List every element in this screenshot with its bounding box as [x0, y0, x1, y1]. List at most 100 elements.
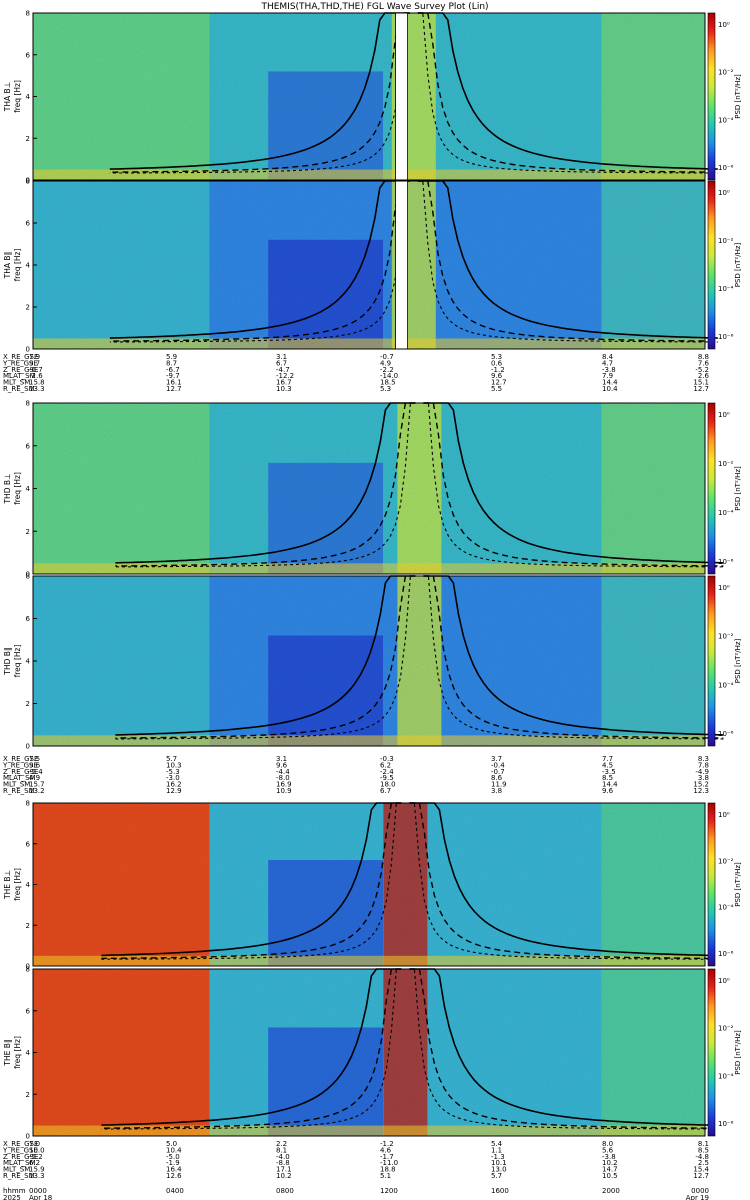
- spectrogram: [33, 576, 705, 746]
- fce-curve-right: [423, 402, 724, 568]
- colorbar-tick-label: 10⁻²: [718, 1025, 734, 1033]
- orbit-value: 12.7: [166, 385, 182, 393]
- orbit-value: 3.1: [276, 755, 287, 763]
- panel-thd_bl: 0 2 4 6 8 THD B⊥ freq [Hz] 10⁰ 10⁻² 10⁻⁴ 10⁻⁶ PSD […: [3, 400, 742, 579]
- orbit-value: -1.2: [491, 366, 505, 374]
- orbit-value: 16.4: [166, 1166, 182, 1174]
- orbit-value: -8.8: [276, 1159, 290, 1167]
- y-tick-label: 8: [26, 10, 30, 18]
- fce-curve-left: [115, 402, 416, 564]
- orbit-row-label: MLAT_SM: [3, 1159, 36, 1167]
- colorbar: [707, 402, 716, 575]
- orbit-value: 7.9: [29, 353, 40, 361]
- fce-curve-left: [109, 180, 410, 339]
- date-label: Apr 19: [686, 1194, 709, 1200]
- orbit-value: 8.5: [602, 774, 613, 782]
- orbit-value: -4.7: [276, 366, 290, 374]
- colorbar-label: PSD [nT²/Hz]: [734, 862, 742, 907]
- fce-curve-left: [109, 180, 410, 343]
- colorbar-tick-label: 10⁻²: [718, 237, 734, 245]
- orbit-value: 15.8: [29, 379, 45, 387]
- orbit-row-label: Y_RE_GSE: [2, 359, 38, 367]
- y-tick-label: 0: [26, 743, 30, 751]
- orbit-value: 9.6: [602, 787, 614, 795]
- orbit-value: -6.7: [29, 366, 43, 374]
- spectrogram-core: [383, 969, 428, 1136]
- colorbar: [707, 802, 716, 967]
- orbit-value: -5.4: [29, 768, 43, 776]
- orbit-value: -9.7: [166, 372, 180, 380]
- y-tick-label: 4: [26, 262, 31, 270]
- fce-curve-right: [417, 12, 718, 174]
- y-tick-label: 2: [26, 1091, 30, 1099]
- colorbar-tick-label: 10⁻⁶: [718, 164, 734, 172]
- colorbar: [707, 575, 716, 747]
- orbit-value: 2.5: [698, 1159, 709, 1167]
- y-tick-label: 4: [26, 93, 31, 101]
- colorbar-tick-label: 10⁻⁴: [718, 1072, 734, 1080]
- orbit-value: 15.1: [693, 379, 709, 387]
- colorbar: [707, 180, 716, 350]
- orbit-value: -0.7: [380, 353, 394, 361]
- orbit-value: 8.8: [698, 353, 709, 361]
- y-tick-label: 0: [26, 1133, 30, 1141]
- colorbar-label: PSD [nT²/Hz]: [734, 638, 742, 683]
- orbit-value: 14.7: [602, 1166, 618, 1174]
- orbit-value: 4.9: [380, 359, 391, 367]
- fce-curve-left: [115, 402, 416, 567]
- colorbar-tick-label: 10⁻⁴: [718, 116, 734, 124]
- panel-tha_bl: 0 2 4 6 8 THA B⊥ freq [Hz] 10⁰ 10⁻² 10⁻⁴ 10⁻⁶ PSD […: [3, 10, 742, 185]
- orbit-value: 16.9: [276, 781, 292, 789]
- fce-curve-right: [409, 802, 710, 960]
- fce-curve-left: [101, 968, 402, 1129]
- orbit-value: 9.6: [29, 761, 41, 769]
- panel-ysublabel: freq [Hz]: [13, 80, 22, 113]
- orbit-value: -5.2: [695, 366, 709, 374]
- y-tick-label: 6: [26, 615, 31, 623]
- orbit-value: 15.4: [693, 1166, 709, 1174]
- orbit-value: -4.8: [695, 1153, 709, 1161]
- orbit-value: -3.0: [166, 774, 180, 782]
- orbit-value: 7.6: [698, 359, 710, 367]
- orbit-row-label: Z_RE_GSE: [3, 1153, 38, 1161]
- orbit-value: 4.9: [29, 774, 40, 782]
- panel-ylabel: THA B⊥: [3, 82, 12, 112]
- orbit-value: -9.5: [380, 774, 394, 782]
- orbit-value: 6.2: [29, 1159, 40, 1167]
- colorbar-tick-label: 10⁰: [718, 189, 730, 197]
- colorbar-tick-label: 10⁻⁴: [718, 285, 734, 293]
- orbit-value: 16.7: [276, 379, 292, 387]
- orbit-value: 13.0: [491, 1166, 507, 1174]
- figure-title: THEMIS(THA,THD,THE) FGL Wave Survey Plot…: [260, 2, 488, 12]
- orbit-value: 9.7: [29, 359, 40, 367]
- orbit-value: 12.7: [491, 379, 507, 387]
- orbit-value: 12.9: [166, 787, 182, 795]
- orbit-value: -2.2: [380, 366, 394, 374]
- panel-ysublabel: freq [Hz]: [13, 472, 22, 505]
- time-tick-label: 0800: [276, 1187, 294, 1195]
- orbit-value: -5.2: [29, 1153, 43, 1161]
- data-gap: [395, 180, 409, 350]
- orbit-value: -3.8: [602, 1153, 616, 1161]
- y-tick-label: 4: [26, 881, 31, 889]
- orbit-row-label: R_RE_SM: [3, 1172, 35, 1180]
- panel-ysublabel: freq [Hz]: [13, 868, 22, 901]
- colorbar-tick-label: 10⁰: [718, 977, 730, 985]
- orbit-row-label: Y_RE_GSE: [2, 761, 38, 769]
- colorbar-tick-label: 10⁻²: [718, 633, 734, 641]
- orbit-value: 8.0: [602, 1140, 613, 1148]
- spectrogram-quiet: [268, 462, 383, 574]
- colorbar-tick-label: 10⁻⁴: [718, 681, 734, 689]
- spectrogram-lowfreq: [33, 1125, 705, 1136]
- orbit-value: 3.8: [698, 774, 709, 782]
- colorbar-tick-label: 10⁰: [718, 21, 730, 29]
- orbit-value: -0.3: [380, 755, 394, 763]
- y-tick-label: 6: [26, 840, 31, 848]
- orbit-value: -2.4: [380, 768, 394, 776]
- date-label: Apr 18: [29, 1194, 52, 1200]
- fce-curve-left: [115, 575, 416, 740]
- orbit-value: 0.6: [491, 359, 503, 367]
- colorbar-tick-label: 10⁻⁴: [718, 509, 734, 517]
